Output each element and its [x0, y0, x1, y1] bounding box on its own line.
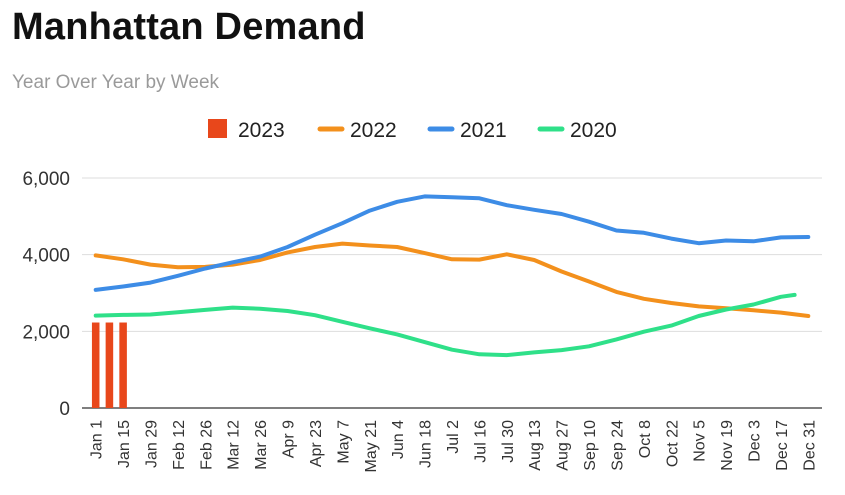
- x-tick-label: Nov 5: [692, 420, 709, 462]
- x-tick-label: Sep 24: [609, 420, 626, 471]
- y-tick-label: 2,000: [22, 322, 70, 343]
- series-lines: [93, 194, 811, 358]
- gridlines: [82, 177, 822, 409]
- x-tick-label: Jun 18: [418, 420, 435, 468]
- x-tick-label: Jan 1: [89, 420, 106, 459]
- legend-label-2022: 2022: [350, 119, 397, 142]
- x-tick-label: Dec 3: [746, 420, 763, 462]
- x-tick-label: Sep 10: [582, 420, 599, 471]
- x-tick-label: May 21: [363, 420, 380, 473]
- x-tick-label: Aug 27: [555, 420, 572, 471]
- x-axis: Jan 1 Jan 15 Jan 29 Feb 12 Feb 26 Mar 12 Mar 2…: [89, 420, 819, 473]
- legend: 2023 2022 2021 2020: [208, 119, 617, 142]
- x-tick-label: Feb 26: [198, 420, 215, 470]
- x-tick-label: May 7: [335, 420, 352, 464]
- bar-2023: [119, 322, 127, 408]
- y-axis: 0 2,000 4,000 6,000: [22, 169, 70, 420]
- line-2020: [93, 292, 797, 358]
- x-tick-label: Jun 4: [390, 420, 407, 459]
- line-2021: [93, 194, 811, 292]
- legend-label-2021: 2021: [460, 119, 507, 142]
- y-tick-label: 0: [59, 399, 70, 420]
- x-tick-label: Aug 13: [527, 420, 544, 471]
- bars-2023: [91, 322, 127, 408]
- y-tick-label: 4,000: [22, 246, 70, 267]
- legend-swatch-2023: [208, 119, 227, 138]
- x-tick-label: Mar 12: [226, 420, 243, 470]
- legend-label-2020: 2020: [570, 119, 617, 142]
- x-tick-label: Jul 30: [500, 420, 517, 463]
- x-tick-label: Jan 15: [116, 420, 133, 468]
- bar-2023: [105, 322, 114, 408]
- x-tick-label: Dec 17: [774, 420, 791, 471]
- y-tick-label: 6,000: [22, 169, 70, 190]
- x-tick-label: Jul 2: [445, 420, 462, 454]
- x-tick-label: Apr 9: [281, 420, 298, 458]
- x-tick-label: Dec 31: [801, 420, 818, 471]
- x-tick-label: Mar 26: [253, 420, 270, 470]
- x-tick-label: Jan 29: [144, 420, 161, 468]
- legend-label-2023: 2023: [238, 119, 285, 142]
- x-tick-label: Oct 8: [637, 420, 654, 458]
- bar-2023: [91, 322, 100, 408]
- x-tick-label: Nov 19: [719, 420, 736, 471]
- x-tick-label: Jul 16: [472, 420, 489, 463]
- x-tick-label: Feb 12: [171, 420, 188, 470]
- x-tick-label: Oct 22: [664, 420, 681, 467]
- x-tick-label: Apr 23: [308, 420, 325, 467]
- chart-title: Manhattan Demand: [12, 6, 366, 48]
- chart-subtitle: Year Over Year by Week: [12, 72, 220, 93]
